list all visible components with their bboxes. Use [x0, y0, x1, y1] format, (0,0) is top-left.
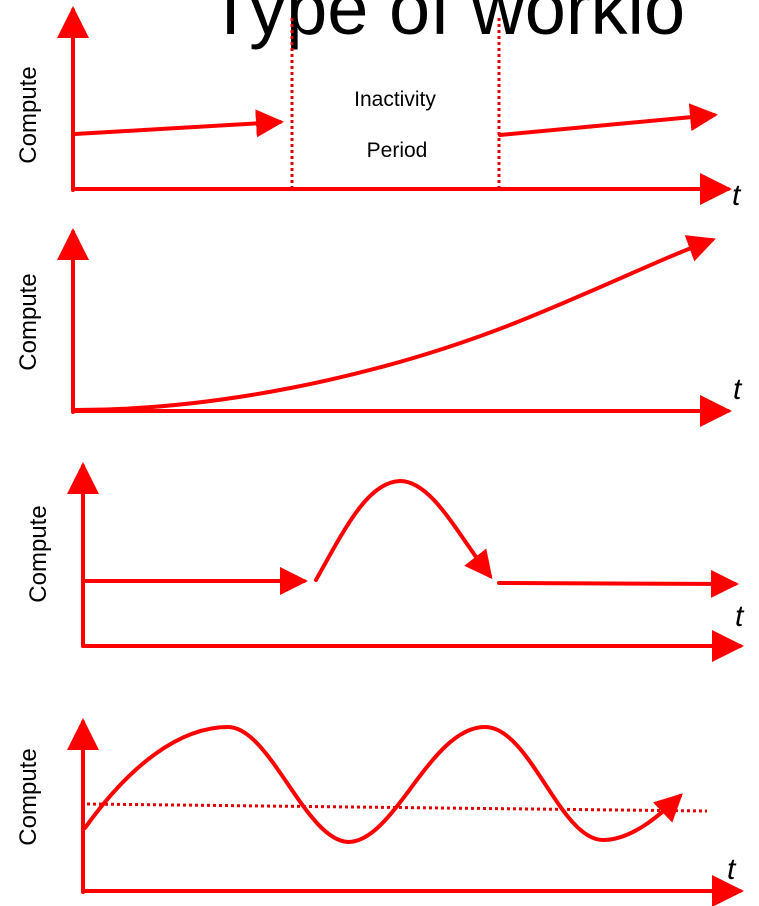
panel-2-x-axis-label: t [733, 373, 743, 406]
panel-3-burst-peak [314, 479, 493, 582]
panel-4-x-axis-label: t [727, 853, 737, 886]
panel-1-x-axis-label: t [732, 179, 742, 212]
inactivity-period-label-line-1: Inactivity [354, 88, 436, 111]
panel-1-y-axis-label: Compute [15, 66, 42, 163]
panel-3-y-axis-label: Compute [25, 505, 52, 602]
panel-4-y-axis-label: Compute [15, 748, 42, 845]
slide-title: Type of worklo [208, 0, 685, 50]
panel-4-periodic-curve [83, 725, 683, 844]
panel-on-off: Compute t Inactivity Period [15, 6, 742, 212]
panel-2-y-axis-label: Compute [15, 273, 42, 370]
panel-3-baseline-after [497, 569, 739, 598]
panel-burst: Compute t [25, 462, 745, 662]
panel-3-x-axis-label: t [735, 600, 745, 633]
panel-1-active-segment-before [73, 109, 284, 138]
panel-growing: Compute t [15, 228, 743, 427]
panel-1-active-segment-after [498, 103, 718, 137]
inactivity-period-label-line-2: Period [367, 139, 428, 162]
panel-periodic: Compute t [15, 718, 744, 906]
panel-2-growth-curve [73, 235, 716, 412]
panel-4-average-line [86, 802, 708, 813]
